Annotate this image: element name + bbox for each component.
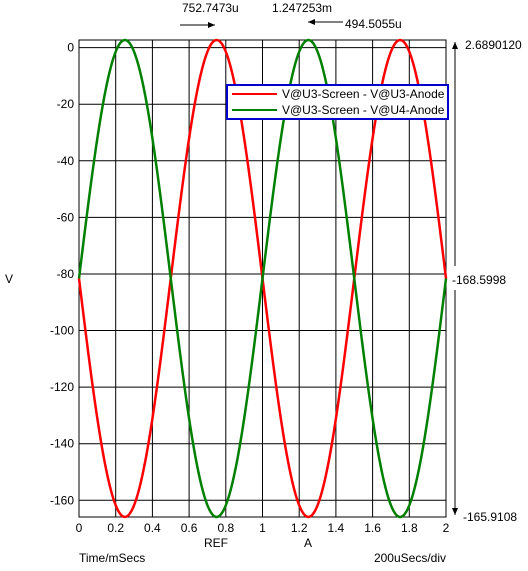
series-line-1 [77, 38, 448, 519]
x-tick-label: 2 [443, 521, 450, 535]
x-tick-label: 1.6 [364, 521, 381, 535]
x-tick-label: 0 [76, 521, 83, 535]
measure-top-left: 752.7473u [182, 1, 239, 15]
y-tick-label: -40 [57, 154, 75, 168]
x-division-label: 200uSecs/div [374, 551, 446, 565]
cursor-a-label: A [304, 536, 312, 550]
legend: V@U3-Screen - V@U3-Anode V@U3-Screen - V… [226, 84, 449, 120]
y-tick-label: -160 [50, 493, 74, 507]
measure-arrowhead-left [208, 22, 215, 28]
measure-top-middle: 1.247253m [272, 1, 332, 15]
measure-arrowhead-up [452, 42, 458, 49]
cursor-ref-label: REF [204, 536, 228, 550]
x-tick-label: 0.6 [181, 521, 198, 535]
y-tick-label: -60 [57, 210, 75, 224]
y-tick-label: -20 [57, 97, 75, 111]
series-layer [77, 38, 448, 519]
measure-arrowhead-right [308, 19, 315, 25]
x-tick-label: 1.8 [401, 521, 418, 535]
x-tick-label: 1.2 [291, 521, 308, 535]
measure-right-mid: -168.5998 [452, 273, 506, 287]
y-tick-label: -120 [50, 380, 74, 394]
y-axis-label: V [5, 272, 13, 286]
legend-label-0: V@U3-Screen - V@U3-Anode [282, 87, 445, 101]
x-axis-label: Time/mSecs [79, 551, 145, 565]
x-tick-label: 0.2 [107, 521, 124, 535]
x-tick-label: 0.8 [217, 521, 234, 535]
legend-label-1: V@U3-Screen - V@U4-Anode [282, 103, 445, 117]
x-tick-labels: 0 0.2 0.4 0.6 0.8 1 1.2 1.4 1.6 1.8 2 [76, 521, 450, 535]
x-tick-label: 1.4 [328, 521, 345, 535]
legend-box [226, 84, 449, 120]
measure-right-min: -165.9108 [463, 510, 517, 524]
y-tick-labels: 0 -20 -40 -60 -80 -100 -120 -140 -160 [50, 41, 74, 508]
x-tick-label: 1 [259, 521, 266, 535]
y-tick-label: -100 [50, 324, 74, 338]
measure-right-max: 2.6890120 [465, 38, 522, 52]
measure-arrowhead-down [452, 508, 458, 515]
y-tick-label: 0 [67, 41, 74, 55]
x-tick-label: 0.4 [144, 521, 161, 535]
y-tick-label: -80 [57, 267, 75, 281]
y-tick-label: -140 [50, 437, 74, 451]
measure-top-right: 494.5055u [345, 17, 402, 31]
